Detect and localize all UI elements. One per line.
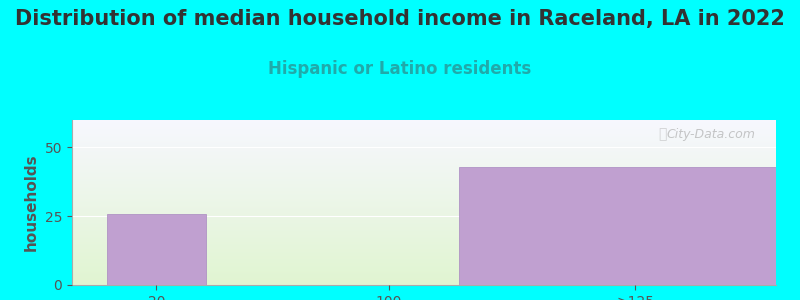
Bar (459, 167, 800, 285)
Text: Hispanic or Latino residents: Hispanic or Latino residents (268, 60, 532, 78)
Text: ⦿: ⦿ (658, 128, 667, 141)
Text: Distribution of median household income in Raceland, LA in 2022: Distribution of median household income … (15, 9, 785, 29)
Y-axis label: households: households (24, 154, 39, 251)
Text: City-Data.com: City-Data.com (666, 128, 755, 141)
Bar (107, 214, 206, 285)
